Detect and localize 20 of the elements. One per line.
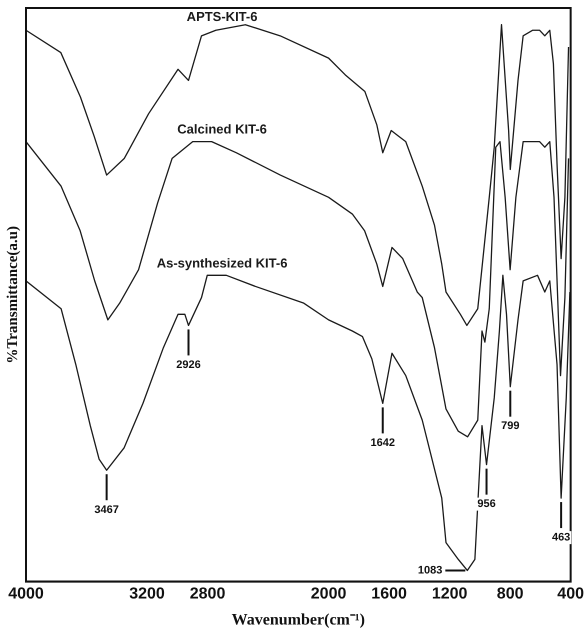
x-tick-label: 4000 [8,586,44,603]
x-tick-label: 2000 [310,586,346,603]
annotation: 1083 [418,564,442,576]
series-label: As-synthesized KIT-6 [156,255,288,270]
x-tick-label: 1600 [371,586,407,603]
x-tick-label: 2800 [190,586,226,603]
annotation: 799 [501,420,520,432]
x-tick-label: 400 [557,586,584,603]
series-label: APTS-KIT-6 [186,9,258,24]
annotation: 463 [552,532,570,544]
x-axis-title: Wavenumber(cm⁻¹) [232,612,365,629]
annotation: 1642 [370,436,395,449]
annotation: 3467 [94,504,119,516]
x-tick-label: 800 [496,586,524,603]
series-label: Calcined KIT-6 [177,122,267,137]
y-axis-title: %Transmittance(a.u) [4,226,21,364]
x-tick-label: 1200 [432,586,468,603]
annotation: 2926 [176,358,201,371]
annotation: 956 [477,498,496,510]
x-tick-label: 3200 [129,586,165,603]
